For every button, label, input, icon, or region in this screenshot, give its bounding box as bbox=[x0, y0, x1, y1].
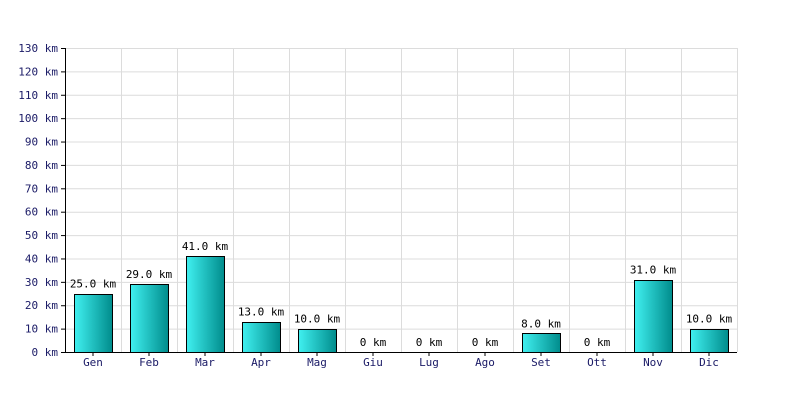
axis-layer: 0 km 10 km 20 km 30 km 40 km 50 km 60 km 70 km 8… bbox=[18, 42, 737, 369]
y-tick-label: 30 km bbox=[25, 276, 58, 289]
x-tick-label: Dic bbox=[699, 356, 719, 369]
bar-data-label: 25.0 km bbox=[70, 278, 117, 291]
bar bbox=[186, 256, 225, 353]
x-tick-label: Lug bbox=[419, 356, 439, 369]
bar-data-label: 31.0 km bbox=[630, 264, 677, 277]
y-tick-label: 0 km bbox=[32, 346, 59, 359]
x-tick-label: Feb bbox=[139, 356, 159, 369]
bar-data-label: 8.0 km bbox=[521, 317, 561, 330]
bar bbox=[130, 284, 169, 353]
x-tick-label: Nov bbox=[643, 356, 663, 369]
bar-data-label: 0 km bbox=[584, 336, 611, 349]
y-tick-label: 70 km bbox=[25, 182, 58, 195]
y-tick-label: 60 km bbox=[25, 206, 58, 219]
y-tick-label: 10 km bbox=[25, 323, 58, 336]
x-tick-label: Apr bbox=[251, 356, 271, 369]
bar-data-label: 0 km bbox=[360, 336, 387, 349]
bar-data-label: 41.0 km bbox=[182, 240, 229, 253]
x-tick-label: Ott bbox=[587, 356, 607, 369]
bar-data-label: 13.0 km bbox=[238, 306, 285, 319]
bar bbox=[74, 294, 113, 353]
x-tick-label: Gen bbox=[83, 356, 103, 369]
y-tick-label: 110 km bbox=[18, 89, 58, 102]
bar bbox=[242, 322, 281, 353]
bar bbox=[690, 329, 729, 353]
y-tick-label: 20 km bbox=[25, 299, 58, 312]
bar-data-label: 29.0 km bbox=[126, 268, 173, 281]
label-layer: 25.0 km 29.0 km 41.0 km 13.0 km 10.0 km 0 km 0… bbox=[70, 240, 733, 349]
grid-layer bbox=[65, 48, 738, 353]
bar-data-label: 0 km bbox=[472, 336, 499, 349]
y-tick-label: 90 km bbox=[25, 136, 58, 149]
x-tick-label: Mar bbox=[195, 356, 215, 369]
y-tick-label: 80 km bbox=[25, 159, 58, 172]
x-tick-label: Mag bbox=[307, 356, 327, 369]
bar-data-label: 10.0 km bbox=[686, 313, 733, 326]
y-tick-label: 50 km bbox=[25, 229, 58, 242]
x-tick-label: Ago bbox=[475, 356, 495, 369]
y-tick-label: 130 km bbox=[18, 42, 58, 55]
y-tick-label: 40 km bbox=[25, 252, 58, 265]
y-tick-label: 100 km bbox=[18, 112, 58, 125]
bar-data-label: 10.0 km bbox=[294, 313, 341, 326]
x-tick-label: Set bbox=[531, 356, 551, 369]
bar bbox=[634, 280, 673, 353]
bar-layer bbox=[74, 256, 729, 353]
bar-data-label: 0 km bbox=[416, 336, 443, 349]
y-tick-label: 120 km bbox=[18, 65, 58, 78]
bar bbox=[298, 329, 337, 353]
x-tick-label: Giu bbox=[363, 356, 383, 369]
bar bbox=[522, 333, 561, 353]
